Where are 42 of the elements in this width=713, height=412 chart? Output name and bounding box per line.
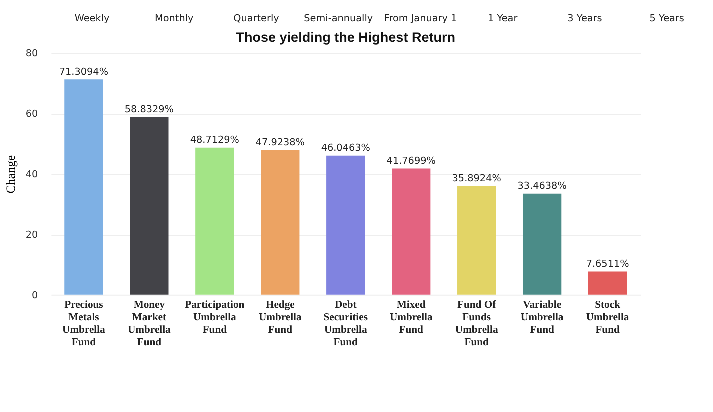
data-label: 35.8924% [452,174,502,185]
y-tick-label: 0 [32,290,38,302]
x-tick-label: Debt Securities Umbrella Fund [324,300,368,349]
y-tick-label: 80 [26,48,38,60]
x-tick-label: Precious Metals Umbrella Fund [62,300,106,349]
data-label: 58.8329% [124,104,174,116]
chart-title: Those yielding the Highest Return [236,30,456,45]
bar [64,80,104,295]
bar [130,117,169,295]
bar [326,156,366,295]
bar [588,272,628,295]
x-tick-label: Hedge Umbrella Fund [258,300,302,336]
data-label: 46.0463% [321,143,370,154]
x-tick-label: Fund Of Funds Umbrella Fund [455,300,499,349]
text: Quarterly [234,13,280,24]
bar [522,194,562,295]
text: Semi-annually [304,13,374,24]
text: 5 Years [650,13,684,24]
y-tick-label: 20 [26,230,38,241]
data-label: 7.6511% [586,258,630,270]
data-label: 47.9238% [256,137,305,148]
text: From January 1 [384,13,458,24]
x-tick-label: Participation Umbrella Fund [185,300,245,336]
text: 1 Year [488,13,518,24]
bar [261,150,300,295]
bar [458,186,496,295]
bar [392,168,431,295]
text: Weekly [74,13,110,24]
y-tick-label: 40 [26,170,38,180]
y-tick-label: 60 [26,109,38,120]
data-label: 48.7129% [190,134,240,146]
bar [196,148,234,295]
x-tick-label: Mixed Umbrella Fund [390,300,434,336]
text: Monthly [155,13,194,24]
text: 3 Years [568,13,602,24]
y-axis-title: Change [4,155,18,194]
data-label: 41.7699% [386,156,436,167]
x-tick-label: Stock Umbrella Fund [586,300,630,336]
x-tick-label: Variable Umbrella Fund [520,300,564,336]
x-tick-label: Money Market Umbrella Fund [128,300,172,349]
data-label: 33.4638% [518,181,567,192]
data-label: 71.3094% [59,66,108,78]
